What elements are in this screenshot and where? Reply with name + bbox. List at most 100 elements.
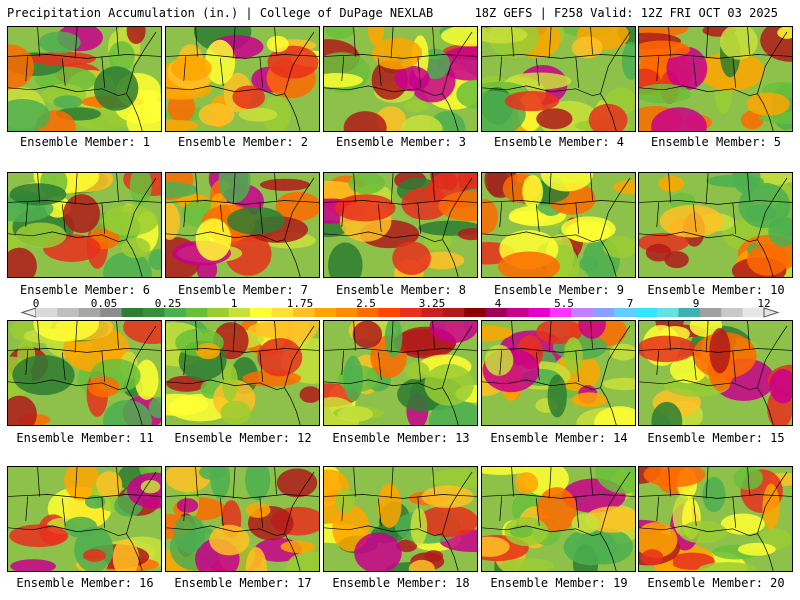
colorbar-segment bbox=[742, 308, 765, 317]
state-borders bbox=[639, 321, 792, 425]
ensemble-member-map bbox=[323, 172, 478, 278]
ensemble-member-map bbox=[165, 466, 320, 572]
colorbar-segment bbox=[357, 308, 380, 317]
model-valid-time: 18Z GEFS | F258 Valid: 12Z FRI OCT 03 20… bbox=[474, 6, 778, 20]
precip-field bbox=[482, 27, 635, 131]
ensemble-member-label: Ensemble Member: 7 bbox=[177, 283, 309, 297]
colorbar-tick-label: 3.25 bbox=[418, 297, 446, 310]
colorbar-segment bbox=[207, 308, 230, 317]
colorbar-segment bbox=[592, 308, 615, 317]
ensemble-member-map bbox=[481, 320, 636, 426]
state-borders bbox=[639, 173, 792, 277]
ensemble-member-map bbox=[165, 320, 320, 426]
precip-field bbox=[166, 173, 319, 277]
colorbar-tick-label: 0 bbox=[32, 297, 40, 310]
colorbar-segment bbox=[335, 308, 358, 317]
precip-field bbox=[8, 173, 161, 277]
colorbar-segment bbox=[78, 308, 101, 317]
state-borders bbox=[482, 27, 635, 131]
colorbar-segment bbox=[614, 308, 637, 317]
colorbar-segment bbox=[228, 308, 251, 317]
state-borders bbox=[482, 321, 635, 425]
colorbar-segment bbox=[250, 308, 273, 317]
precip-field bbox=[639, 27, 792, 131]
colorbar-segment bbox=[528, 308, 551, 317]
colorbar-tick-label: 5.5 bbox=[554, 297, 574, 310]
ensemble-member-label: Ensemble Member: 6 bbox=[19, 283, 151, 297]
colorbar-segment bbox=[721, 308, 744, 317]
state-borders bbox=[482, 173, 635, 277]
ensemble-member-label: Ensemble Member: 18 bbox=[332, 576, 470, 590]
precip-field bbox=[482, 467, 635, 571]
precip-field bbox=[324, 467, 477, 571]
colorbar-tick-label: 1.75 bbox=[286, 297, 314, 310]
state-borders bbox=[324, 467, 477, 571]
colorbar-segment bbox=[121, 308, 144, 317]
colorbar-segment bbox=[100, 308, 123, 317]
precip-field bbox=[324, 27, 477, 131]
state-borders bbox=[324, 173, 477, 277]
precip-field bbox=[166, 321, 319, 425]
ensemble-member-label: Ensemble Member: 15 bbox=[647, 431, 785, 445]
ensemble-member-label: Ensemble Member: 1 bbox=[19, 135, 151, 149]
colorbar-segment bbox=[656, 308, 679, 317]
ensemble-member-map bbox=[323, 26, 478, 132]
colorbar-tick-label: 4 bbox=[494, 297, 502, 310]
colorbar-segment bbox=[314, 308, 337, 317]
ensemble-member-label: Ensemble Member: 12 bbox=[174, 431, 312, 445]
state-borders bbox=[8, 467, 161, 571]
colorbar-tick-label: 0.25 bbox=[154, 297, 182, 310]
state-borders bbox=[324, 27, 477, 131]
state-borders bbox=[166, 467, 319, 571]
ensemble-member-map bbox=[638, 466, 793, 572]
precip-field bbox=[324, 173, 477, 277]
ensemble-member-map bbox=[481, 26, 636, 132]
precipitation-colorbar bbox=[20, 307, 780, 318]
ensemble-member-map bbox=[7, 172, 162, 278]
ensemble-member-map bbox=[7, 26, 162, 132]
ensemble-member-label: Ensemble Member: 10 bbox=[647, 283, 785, 297]
ensemble-member-map bbox=[481, 172, 636, 278]
colorbar-right-arrow bbox=[763, 307, 780, 318]
ensemble-member-label: Ensemble Member: 16 bbox=[16, 576, 154, 590]
colorbar-segment bbox=[485, 308, 508, 317]
ensemble-member-map bbox=[638, 26, 793, 132]
colorbar-segment bbox=[699, 308, 722, 317]
ensemble-member-map bbox=[7, 320, 162, 426]
state-borders bbox=[482, 467, 635, 571]
colorbar-segment bbox=[143, 308, 165, 317]
map-title: Precipitation Accumulation (in.) | Colle… bbox=[7, 6, 434, 20]
colorbar-segment bbox=[464, 308, 487, 317]
colorbar-segment bbox=[57, 308, 80, 317]
state-borders bbox=[166, 173, 319, 277]
colorbar-segment bbox=[400, 308, 422, 317]
precip-field bbox=[639, 173, 792, 277]
colorbar-tick-label: 2.5 bbox=[356, 297, 376, 310]
ensemble-member-label: Ensemble Member: 4 bbox=[493, 135, 625, 149]
colorbar-segment bbox=[421, 308, 444, 317]
state-borders bbox=[166, 321, 319, 425]
colorbar-tick-label: 0.05 bbox=[90, 297, 118, 310]
state-borders bbox=[8, 27, 161, 131]
state-borders bbox=[8, 321, 161, 425]
precip-field bbox=[639, 467, 792, 571]
ensemble-member-map bbox=[165, 26, 320, 132]
ensemble-member-label: Ensemble Member: 8 bbox=[335, 283, 467, 297]
colorbar-segment bbox=[678, 308, 701, 317]
ensemble-member-label: Ensemble Member: 3 bbox=[335, 135, 467, 149]
precip-field bbox=[8, 321, 161, 425]
colorbar-segment bbox=[571, 308, 594, 317]
precip-field bbox=[482, 173, 635, 277]
precip-field bbox=[166, 467, 319, 571]
colorbar-segment bbox=[442, 308, 465, 317]
colorbar-segment bbox=[292, 308, 315, 317]
ensemble-member-label: Ensemble Member: 11 bbox=[16, 431, 154, 445]
precip-field bbox=[166, 27, 319, 131]
colorbar-tick-label: 7 bbox=[626, 297, 634, 310]
ensemble-member-map bbox=[481, 466, 636, 572]
colorbar-segment bbox=[378, 308, 401, 317]
ensemble-member-map bbox=[638, 172, 793, 278]
state-borders bbox=[8, 173, 161, 277]
state-borders bbox=[324, 321, 477, 425]
colorbar-segment bbox=[549, 308, 572, 317]
